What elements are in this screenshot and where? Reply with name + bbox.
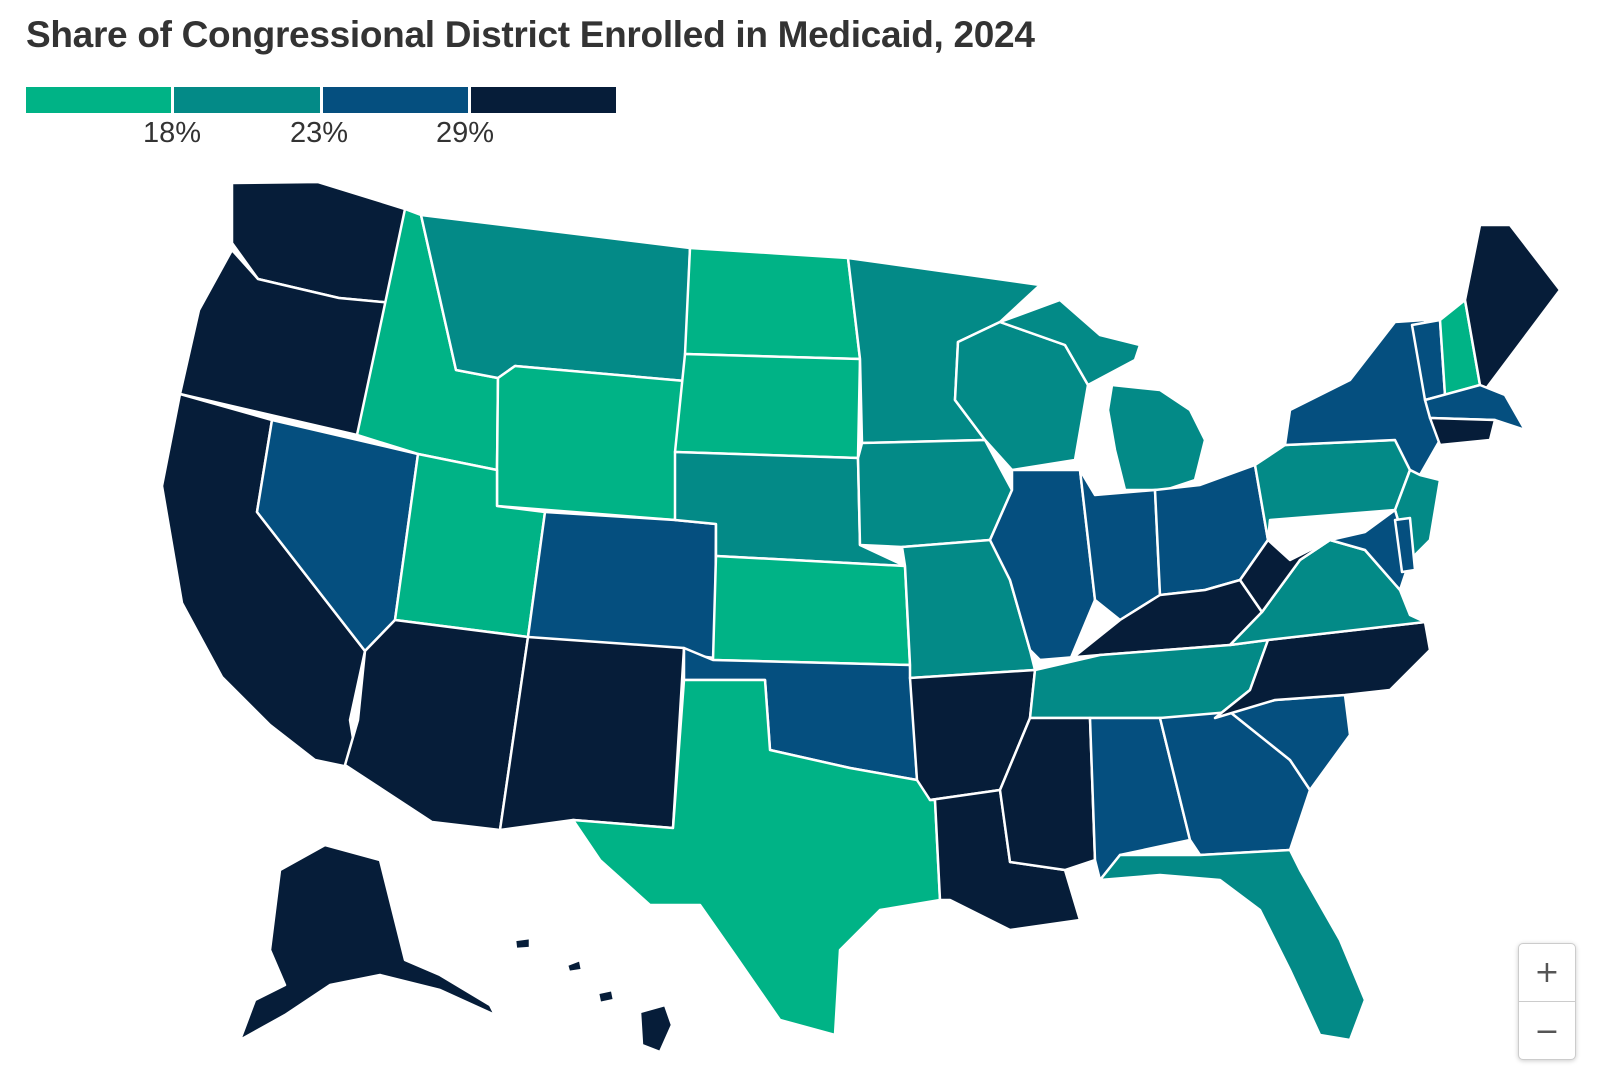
legend-tick-3: 29% [435,117,495,149]
legend-tick-1: 18% [142,117,202,149]
state-ME[interactable] [1463,223,1562,392]
state-AZ[interactable] [343,618,530,832]
state-CO[interactable] [526,510,718,660]
zoom-control: + − [1518,943,1576,1060]
state-MI-UP[interactable] [998,298,1142,387]
page-title: Share of Congressional District Enrolled… [26,14,1035,55]
legend-color-bar [26,87,616,113]
us-map[interactable] [0,150,1600,1080]
legend-swatch-1 [26,87,175,113]
state-CT[interactable] [1428,416,1497,447]
zoom-out-button[interactable]: − [1534,1013,1560,1049]
legend-swatch-4 [470,87,616,113]
state-KS[interactable] [711,554,912,667]
zoom-in-button[interactable]: + [1519,944,1575,1002]
state-MI[interactable] [1106,383,1207,492]
state-MT[interactable] [419,213,692,383]
state-ND[interactable] [683,246,862,361]
legend-swatch-3 [322,87,471,113]
state-SD[interactable] [673,352,862,460]
state-HI[interactable] [638,1003,674,1054]
state-HI-2[interactable] [596,988,616,1005]
state-NM[interactable] [498,635,686,832]
state-AK[interactable] [238,843,497,1042]
state-HI-3[interactable] [565,958,584,974]
legend-tick-2: 23% [289,117,349,149]
state-IA[interactable] [856,438,1014,549]
state-TX[interactable] [571,678,942,1037]
color-legend: 18% 23% 29% [26,87,616,157]
state-FL[interactable] [1098,848,1367,1042]
state-WY[interactable] [495,364,687,522]
state-DE[interactable] [1393,516,1417,574]
legend-swatch-2 [174,87,323,113]
state-HI-4[interactable] [513,936,532,951]
